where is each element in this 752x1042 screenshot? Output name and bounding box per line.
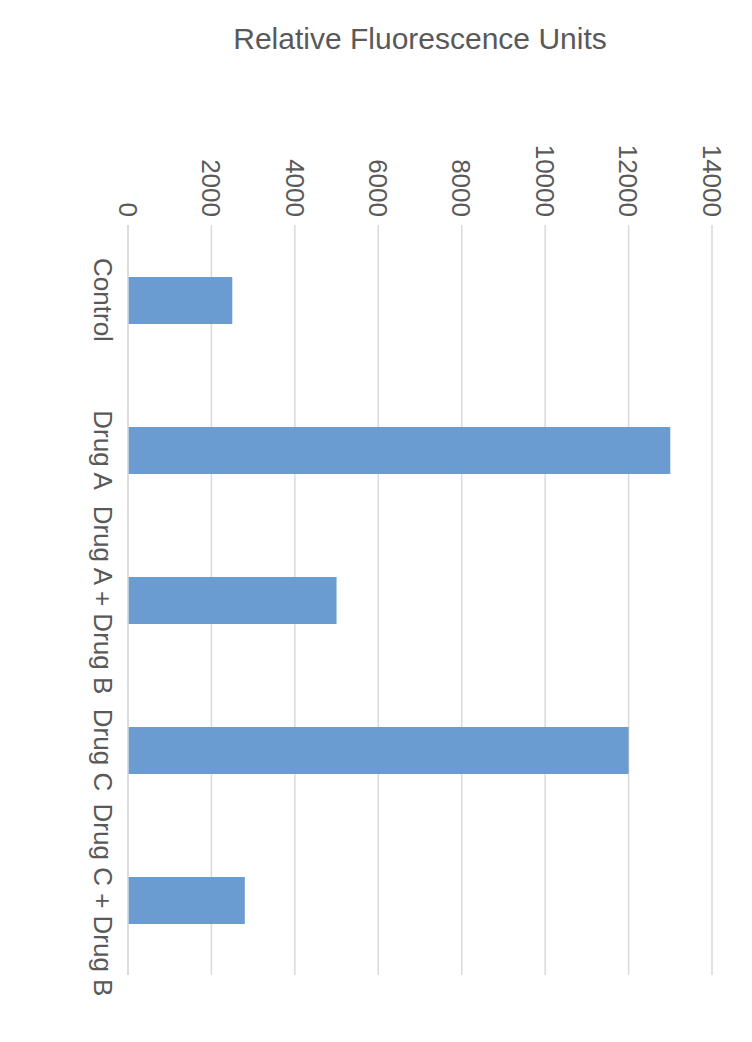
svg-text:Control: Control xyxy=(88,258,118,342)
svg-text:6000: 6000 xyxy=(363,159,393,217)
svg-text:10000: 10000 xyxy=(530,145,560,217)
svg-text:14000: 14000 xyxy=(697,145,727,217)
svg-text:Drug C + Drug B: Drug C + Drug B xyxy=(88,804,118,997)
svg-text:Drug C: Drug C xyxy=(88,709,118,791)
svg-text:12000: 12000 xyxy=(613,145,643,217)
svg-text:8000: 8000 xyxy=(446,159,476,217)
svg-text:Relative Fluorescence Units: Relative Fluorescence Units xyxy=(233,22,607,55)
svg-text:2000: 2000 xyxy=(196,159,226,217)
svg-text:0: 0 xyxy=(113,203,143,217)
svg-text:4000: 4000 xyxy=(280,159,310,217)
svg-text:Drug A + Drug B: Drug A + Drug B xyxy=(88,506,118,695)
svg-text:Drug A: Drug A xyxy=(88,410,118,490)
